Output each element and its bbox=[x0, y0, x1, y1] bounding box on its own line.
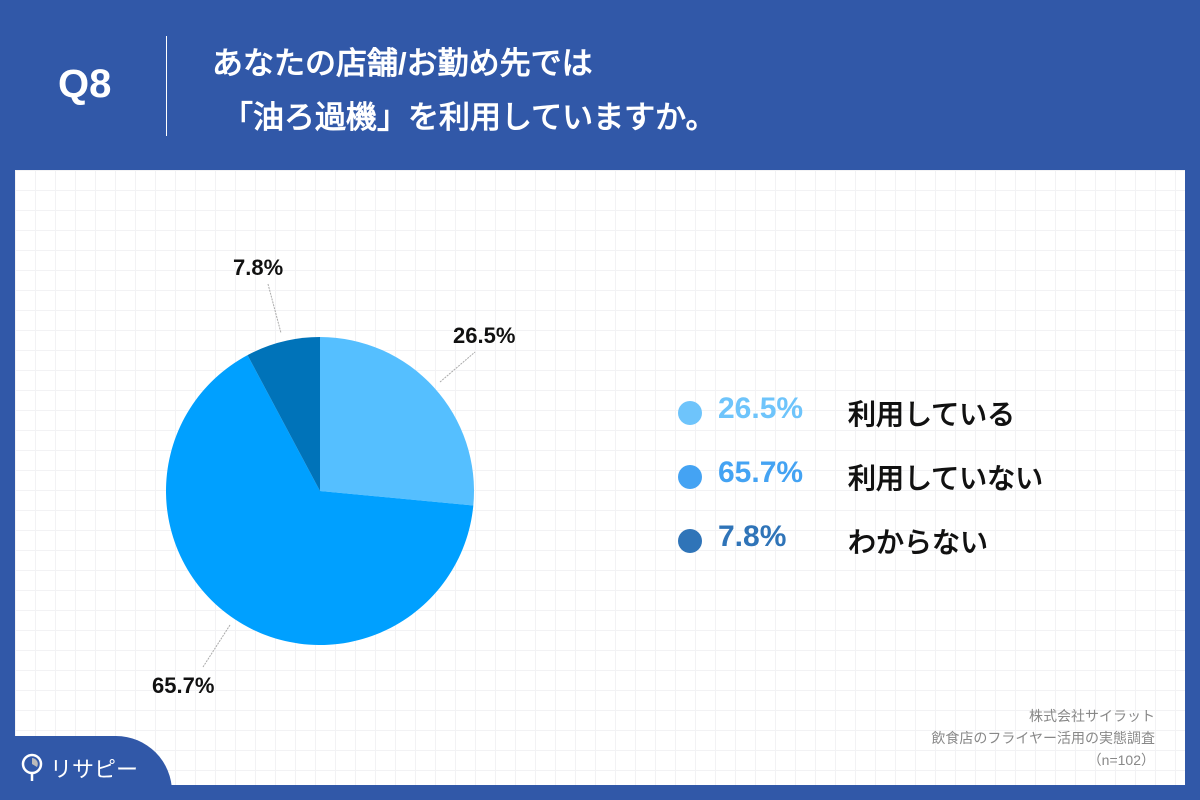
leader-line-using bbox=[439, 351, 476, 383]
pie-slice-using bbox=[320, 337, 474, 506]
legend-label: 利用していない bbox=[848, 463, 1044, 494]
pie-label-unknown: 7.8% bbox=[233, 255, 284, 280]
legend-pct: 65.7% bbox=[718, 456, 804, 489]
source-note: 株式会社サイラット 飲食店のフライヤー活用の実態調査 （n=102） bbox=[931, 705, 1155, 771]
question-title-line1: あなたの店舗/お勤め先では bbox=[212, 46, 593, 81]
legend-label: わからない bbox=[848, 527, 989, 558]
pin-icon bbox=[21, 753, 43, 781]
legend-pct: 7.8% bbox=[718, 520, 787, 553]
pie-label-not-using: 65.7% bbox=[152, 673, 215, 698]
leader-line-unknown bbox=[267, 283, 282, 334]
legend-label: 利用している bbox=[848, 399, 1016, 430]
legend-dot-icon bbox=[678, 401, 702, 425]
question-number: Q8 bbox=[58, 62, 112, 106]
legend-pct: 26.5% bbox=[718, 392, 804, 425]
header: Q8 あなたの店舗/お勤め先では 「油ろ過機」を利用していますか。 bbox=[0, 0, 1200, 170]
pie-slice-unknown bbox=[247, 337, 320, 491]
leader-line-not-using bbox=[202, 624, 231, 668]
logo-text: リサピー bbox=[50, 757, 139, 782]
legend-dot-icon bbox=[678, 529, 702, 553]
source-survey: 飲食店のフライヤー活用の実態調査 bbox=[931, 730, 1155, 746]
pie-label-using: 26.5% bbox=[453, 323, 516, 348]
question-title-line2: 「油ろ過機」を利用していますか。 bbox=[222, 100, 717, 135]
pie-slice-not-using bbox=[165, 355, 474, 645]
brand-logo: リサピー bbox=[20, 752, 138, 784]
legend-dot-icon bbox=[678, 465, 702, 489]
source-company: 株式会社サイラット bbox=[1029, 708, 1155, 724]
source-sample: （n=102） bbox=[1087, 752, 1155, 768]
header-divider bbox=[166, 36, 167, 136]
logo-tab bbox=[0, 736, 172, 800]
